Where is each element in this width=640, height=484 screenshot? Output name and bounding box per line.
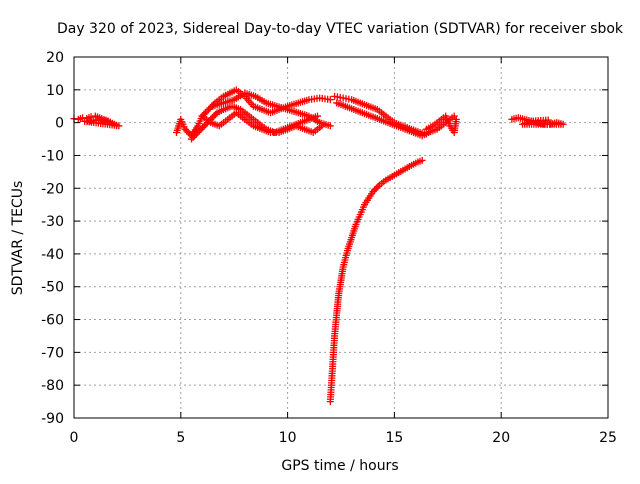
data-point (199, 124, 207, 132)
data-point (418, 156, 426, 164)
y-tick-label: 0 (55, 116, 64, 132)
y-tick-label: -20 (41, 181, 64, 197)
data-point (201, 109, 209, 117)
data-point (326, 96, 334, 104)
data-point (197, 125, 205, 133)
data-point (212, 110, 220, 118)
x-tick-label: 5 (176, 430, 185, 446)
y-axis-label: SDTVAR / TECUs (10, 181, 26, 296)
data-point (187, 135, 195, 143)
y-tick-label: -70 (41, 345, 64, 361)
data-point (195, 127, 203, 135)
grid-layer (74, 57, 608, 418)
data-point (106, 118, 114, 126)
data-point (194, 128, 202, 136)
data-point (372, 184, 380, 192)
y-tick-label: -90 (41, 411, 64, 427)
data-point (191, 132, 199, 140)
data-point (203, 107, 211, 115)
y-tick-label: -50 (41, 280, 64, 296)
x-tick-label: 10 (279, 430, 297, 446)
y-tick-label: -30 (41, 214, 64, 230)
data-point (210, 112, 218, 120)
axis-layer: 0 5 10 15 20 25 -90 -80 -70 -60 -50 -40 -30 -20 -10 0 10… (41, 50, 617, 446)
y-tick-label: 10 (46, 83, 64, 99)
y-tick-label: -80 (41, 378, 64, 394)
y-tick-label: -10 (41, 148, 64, 164)
data-point (200, 122, 208, 130)
y-tick-label: -40 (41, 247, 64, 263)
x-tick-label: 25 (599, 430, 617, 446)
data-point (192, 130, 200, 138)
data-point (369, 188, 377, 196)
data-point (79, 114, 87, 122)
data-point (183, 127, 191, 135)
y-tick-label: -60 (41, 313, 64, 329)
x-tick-label: 20 (492, 430, 510, 446)
x-tick-label: 15 (385, 430, 403, 446)
data-point (181, 125, 189, 133)
data-point (374, 183, 382, 191)
data-point (452, 115, 460, 123)
data-point (184, 128, 192, 136)
y-tick-label: 20 (46, 50, 64, 66)
x-tick-label: 0 (70, 430, 79, 446)
chart-title: Day 320 of 2023, Sidereal Day-to-day VTE… (57, 21, 624, 37)
x-axis-label: GPS time / hours (281, 458, 398, 474)
data-layer (70, 86, 567, 406)
data-point (189, 133, 197, 141)
data-point (371, 186, 379, 194)
data-point (205, 106, 213, 114)
data-point (544, 116, 552, 124)
data-point (326, 122, 334, 130)
plot-frame (73, 56, 609, 419)
